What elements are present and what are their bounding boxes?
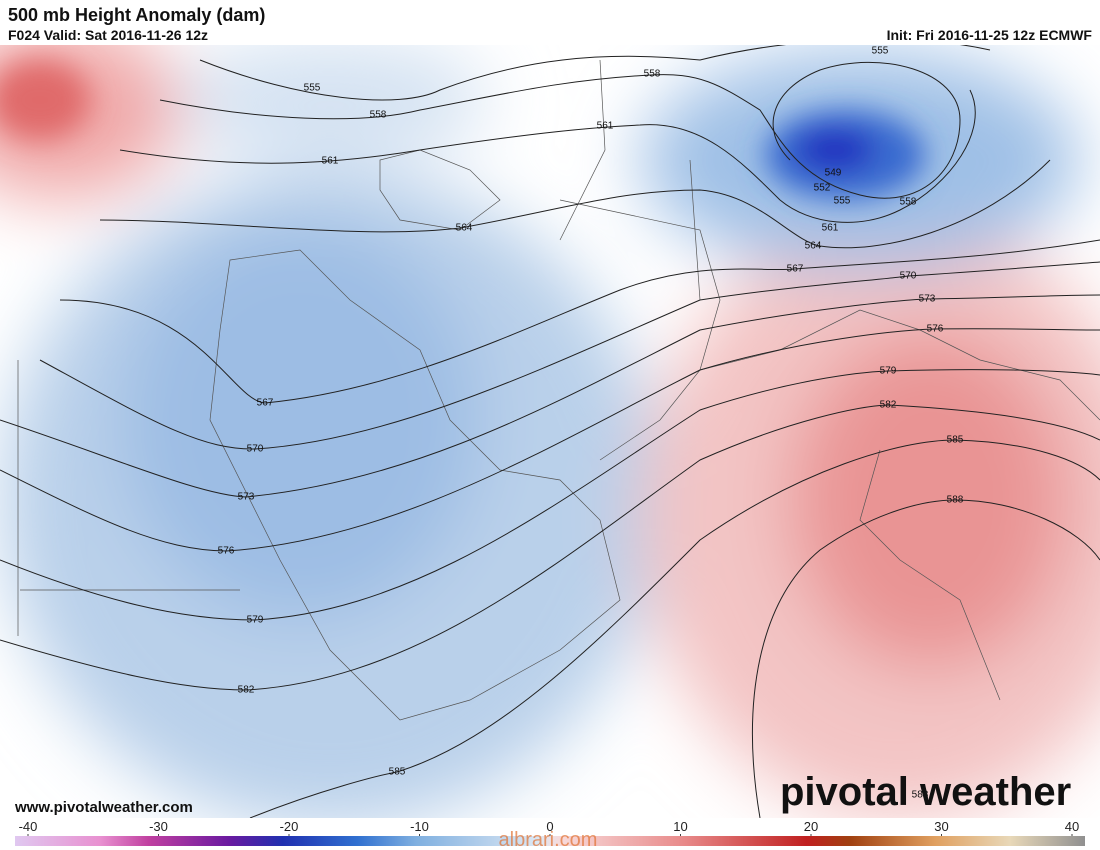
contour-label: 588: [947, 495, 964, 506]
colorbar-tick-label: 0: [546, 819, 553, 834]
contour-label: 558: [900, 197, 917, 208]
contour-label: 555: [304, 83, 321, 94]
colorbar-tick-label: -20: [280, 819, 299, 834]
colorbar-tick-label: 40: [1065, 819, 1079, 834]
contour-label: 588: [912, 790, 929, 801]
contour-label: 570: [900, 271, 917, 282]
contour-label: 564: [456, 223, 473, 234]
contour-label: 579: [247, 615, 264, 626]
contour-label: 576: [927, 324, 944, 335]
valid-time: F024 Valid: Sat 2016-11-26 12z: [8, 27, 208, 43]
logo: pivotal weather: [780, 770, 1071, 814]
contour-label: 585: [947, 435, 964, 446]
contour-label: 555: [834, 196, 851, 207]
watermark: albrari.com: [499, 829, 598, 850]
contour-label: 585: [389, 767, 406, 778]
site-url: www.pivotalweather.com: [14, 799, 193, 816]
colorbar-tick-label: -30: [149, 819, 168, 834]
contour-label: 576: [218, 546, 235, 557]
contour-label: 561: [597, 121, 614, 132]
colorbar-tick-label: 20: [804, 819, 818, 834]
contour-label: 573: [919, 294, 936, 305]
contour-label: 570: [247, 444, 264, 455]
colorbar-tick-label: 10: [673, 819, 687, 834]
contour-label: 567: [257, 398, 274, 409]
contour-label: 582: [880, 400, 897, 411]
colorbar-tick-label: 30: [934, 819, 948, 834]
map: [0, 45, 1100, 818]
colorbar-tick-label: -40: [19, 819, 38, 834]
contour-label: 579: [880, 366, 897, 377]
contour-label: 567: [787, 264, 804, 275]
contour-label: 549: [825, 168, 842, 179]
colorbar: [15, 836, 1085, 846]
colorbar-tick-label: -10: [410, 819, 429, 834]
contour-label: 573: [238, 492, 255, 503]
contour-label: 561: [322, 156, 339, 167]
contour-label: 582: [238, 685, 255, 696]
init-time: Init: Fri 2016-11-25 12z ECMWF: [887, 27, 1093, 43]
contour-label: 558: [370, 110, 387, 121]
title: 500 mb Height Anomaly (dam): [8, 5, 265, 25]
contour-label: 552: [814, 183, 831, 194]
contour-label: 555: [872, 46, 889, 57]
contour-label: 564: [805, 241, 822, 252]
contour-label: 561: [822, 223, 839, 234]
contour-label: 558: [644, 69, 661, 80]
